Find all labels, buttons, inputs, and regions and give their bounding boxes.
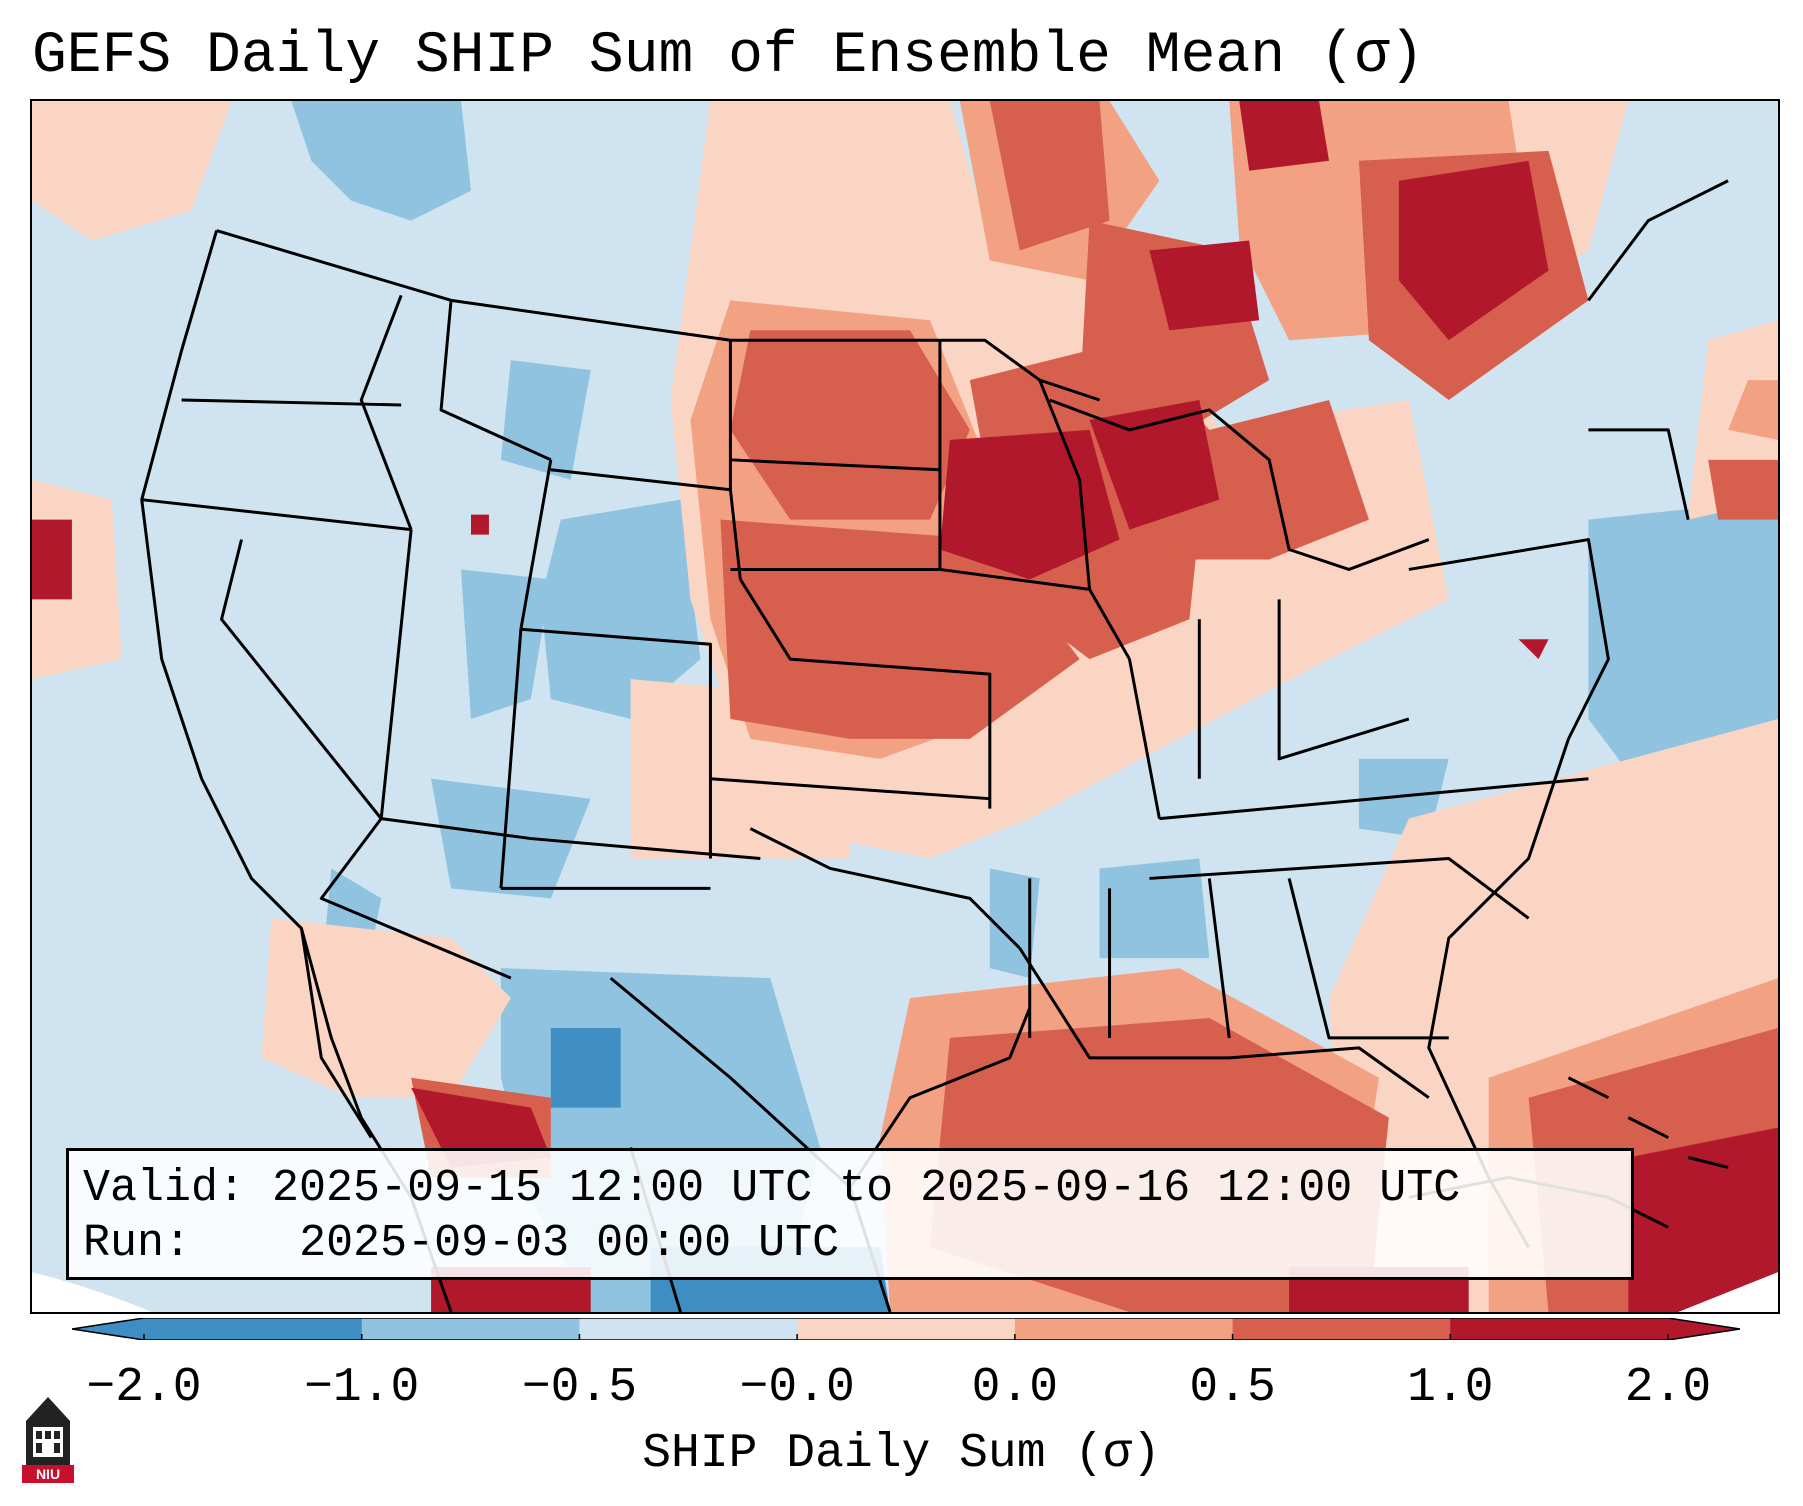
valid-value: 2025-09-15 12:00 UTC to 2025-09-16 12:00… [272,1163,1461,1214]
run-label: Run: [83,1218,192,1269]
colorbar-extend-high [1668,1318,1740,1340]
valid-run-info-box: Valid: 2025-09-15 12:00 UTC to 2025-09-1… [66,1148,1634,1280]
colorbar-tick-label: −1.0 [304,1361,420,1415]
anomaly-map [30,99,1780,1314]
colorbar [71,1317,1741,1341]
colorbar-segment [144,1318,363,1340]
colorbar-extend-low [72,1318,144,1340]
colorbar-segment [1232,1318,1451,1340]
strong-positive-anomaly-regions [32,101,1778,1312]
colorbar-tick-label: −0.5 [521,1361,638,1415]
logo-text: NIU [36,1466,60,1482]
map-domain-edge [32,1272,152,1312]
colorbar-tick-label: −2.0 [86,1361,202,1415]
colorbar-segment [1014,1318,1234,1340]
map-title: GEFS Daily SHIP Sum of Ensemble Mean (σ) [32,24,1425,89]
colorbar-svg [71,1317,1741,1341]
run-value: 2025-09-03 00:00 UTC [299,1218,840,1269]
colorbar-segment [579,1318,798,1340]
map-canvas [32,101,1778,1312]
colorbar-segment [361,1318,580,1340]
colorbar-segment [1450,1318,1669,1340]
valid-label: Valid: [83,1163,246,1214]
colorbar-tick-label: −0.0 [739,1361,855,1415]
colorbar-tick-label: 0.5 [1189,1361,1276,1415]
run-row: Run: 2025-09-03 00:00 UTC [83,1216,1617,1271]
colorbar-tick-label: 0.0 [971,1361,1059,1415]
map-domain-edge [1678,1272,1778,1312]
niu-logo-icon: NIU [22,1397,74,1483]
colorbar-tick-labels: −2.0 −1.0 −0.5 −0.0 0.0 0.5 1.0 2.0 [0,1360,1803,1420]
colorbar-tick-label: 2.0 [1624,1361,1712,1415]
colorbar-label: SHIP Daily Sum (σ) [642,1427,1161,1481]
colorbar-tick-label: 1.0 [1407,1361,1494,1415]
valid-row: Valid: 2025-09-15 12:00 UTC to 2025-09-1… [83,1161,1617,1216]
colorbar-segment [797,1318,1016,1340]
niu-logo: NIU [20,1393,76,1485]
